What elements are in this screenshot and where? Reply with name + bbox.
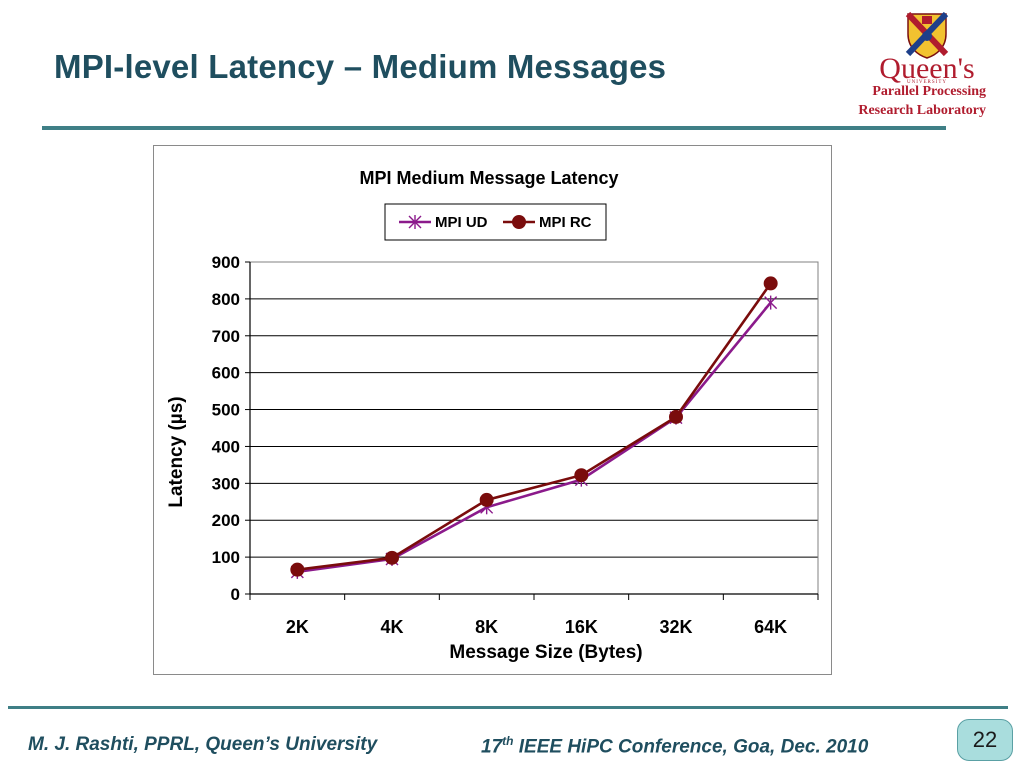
chart-gridlines <box>250 261 818 558</box>
chart-axes <box>249 261 819 595</box>
data-point-mpi-rc <box>669 409 683 424</box>
x-tick-label: 8K <box>475 617 498 637</box>
crest-icon <box>905 11 949 59</box>
y-tick-label: 700 <box>212 327 240 346</box>
conference-ordinal-suffix: th <box>502 734 514 748</box>
x-tick-label: 2K <box>286 617 309 637</box>
x-axis-label: Message Size (Bytes) <box>449 642 642 663</box>
y-axis-ticks: 0 100 200 300 400 500 600 700 800 900 <box>212 253 250 604</box>
legend-marker-mpi-ud <box>408 215 422 229</box>
latency-chart: MPI Medium Message Latency MPI UD MPI RC … <box>166 168 819 663</box>
page-number-badge: 22 <box>957 719 1013 761</box>
series-line-mpi-ud <box>297 301 772 574</box>
y-tick-label: 300 <box>212 474 240 493</box>
data-point-mpi-rc <box>574 468 589 483</box>
footer-author: M. J. Rashti, PPRL, Queen’s University <box>28 734 378 755</box>
conference-text: IEEE HiPC Conference, Goa, Dec. 2010 <box>513 736 869 758</box>
x-tick-label: 32K <box>659 617 692 637</box>
y-tick-label: 900 <box>212 253 240 272</box>
data-point-mpi-rc <box>479 492 494 507</box>
chart-legend: MPI UD MPI RC <box>384 203 607 241</box>
data-point-mpi-ud <box>764 295 778 310</box>
logo-subtitle: UNIVERSITY <box>907 80 947 85</box>
x-axis-ticks: 2K 4K 8K 16K 32K 64K <box>249 594 819 637</box>
legend-label-mpi-rc: MPI RC <box>539 214 592 231</box>
y-tick-label: 800 <box>212 290 240 309</box>
y-axis-label: Latency (µs) <box>166 396 187 507</box>
legend-marker-mpi-rc <box>512 215 526 229</box>
y-tick-label: 100 <box>212 548 240 567</box>
data-point-mpi-rc <box>290 562 305 577</box>
data-point-mpi-rc <box>763 276 778 291</box>
chart-series <box>290 276 778 579</box>
data-point-mpi-rc <box>385 550 399 565</box>
chart-title: MPI Medium Message Latency <box>359 168 618 188</box>
title-divider <box>42 126 946 130</box>
y-tick-label: 600 <box>212 364 240 383</box>
series-line-mpi-rc <box>297 282 772 571</box>
conference-ordinal: 17 <box>481 736 503 758</box>
y-tick-label: 0 <box>231 585 240 604</box>
lab-name-line1: Parallel Processing <box>872 84 986 99</box>
slide-title: MPI-level Latency – Medium Messages <box>54 48 667 85</box>
lab-name-line2: Research Laboratory <box>858 103 986 118</box>
footer-divider <box>8 706 1008 709</box>
legend-label-mpi-ud: MPI UD <box>435 214 488 231</box>
y-tick-label: 500 <box>212 401 240 420</box>
x-tick-label: 16K <box>565 617 598 637</box>
logo-name: Queen's <box>879 52 975 85</box>
y-tick-label: 200 <box>212 511 240 530</box>
plot-area-border <box>249 261 819 595</box>
chart-frame: MPI Medium Message Latency MPI UD MPI RC … <box>153 145 832 675</box>
x-tick-label: 64K <box>754 617 787 637</box>
y-tick-label: 400 <box>212 437 240 456</box>
x-tick-label: 4K <box>380 617 403 637</box>
footer-conference: 17th IEEE HiPC Conference, Goa, Dec. 201… <box>481 734 868 758</box>
university-logo: Queen's UNIVERSITY <box>868 8 986 124</box>
